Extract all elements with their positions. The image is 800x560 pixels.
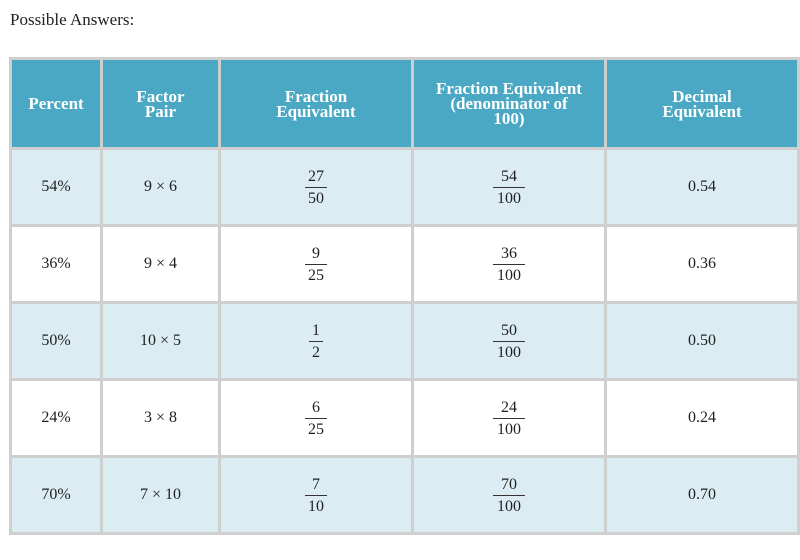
denominator: 25 bbox=[305, 417, 327, 439]
factor-pair-cell: 10 × 5 bbox=[100, 301, 221, 381]
numerator: 70 bbox=[501, 475, 517, 493]
caption: Possible Answers: bbox=[10, 10, 135, 29]
denominator: 100 bbox=[493, 186, 525, 208]
fraction-100-cell: 70 100 bbox=[411, 455, 607, 535]
col-header-fraction-100-line: (denominator of bbox=[450, 94, 568, 113]
denominator: 10 bbox=[305, 494, 327, 516]
decimal-cell: 0.50 bbox=[604, 301, 800, 381]
fraction: 1 2 bbox=[309, 321, 323, 362]
col-header-fraction-equivalent: Fraction Equivalent bbox=[218, 57, 414, 150]
fraction: 6 25 bbox=[305, 398, 327, 439]
denominator: 25 bbox=[305, 263, 327, 285]
header-row: Percent Factor Pair Fraction Equivalent … bbox=[9, 57, 800, 150]
col-header-factor-pair-line: Factor bbox=[136, 86, 185, 106]
fraction-100-cell: 24 100 bbox=[411, 378, 607, 458]
fraction: 7 10 bbox=[305, 475, 327, 516]
table-row: 50% 10 × 5 1 2 50 100 0.50 bbox=[9, 301, 800, 381]
fraction-100-cell: 50 100 bbox=[411, 301, 607, 381]
denominator: 100 bbox=[493, 494, 525, 516]
denominator: 100 bbox=[493, 340, 525, 362]
decimal-cell: 0.54 bbox=[604, 147, 800, 227]
denominator: 100 bbox=[493, 417, 525, 439]
col-header-fraction-line: Equivalent bbox=[276, 101, 356, 121]
fraction-cell: 1 2 bbox=[218, 301, 414, 381]
table-row: 54% 9 × 6 27 50 54 100 0.54 bbox=[9, 147, 800, 227]
fraction: 27 50 bbox=[305, 167, 327, 208]
fraction: 24 100 bbox=[493, 398, 525, 439]
numerator: 6 bbox=[312, 398, 320, 416]
percent-cell: 24% bbox=[9, 378, 103, 458]
fraction-100-cell: 36 100 bbox=[411, 224, 607, 304]
denominator: 100 bbox=[493, 263, 525, 285]
answers-table: Percent Factor Pair Fraction Equivalent … bbox=[9, 57, 800, 535]
factor-pair-cell: 3 × 8 bbox=[100, 378, 221, 458]
denominator: 2 bbox=[309, 340, 323, 362]
col-header-fraction-100-line: Fraction Equivalent bbox=[436, 79, 582, 98]
factor-pair-cell: 7 × 10 bbox=[100, 455, 221, 535]
fraction-cell: 27 50 bbox=[218, 147, 414, 227]
percent-cell: 70% bbox=[9, 455, 103, 535]
numerator: 24 bbox=[501, 398, 517, 416]
decimal-cell: 0.70 bbox=[604, 455, 800, 535]
percent-cell: 50% bbox=[9, 301, 103, 381]
fraction: 9 25 bbox=[305, 244, 327, 285]
numerator: 36 bbox=[501, 244, 517, 262]
factor-pair-cell: 9 × 6 bbox=[100, 147, 221, 227]
col-header-percent-line: Percent bbox=[28, 94, 84, 113]
factor-pair-cell: 9 × 4 bbox=[100, 224, 221, 304]
col-header-percent: Percent bbox=[9, 57, 103, 150]
fraction-100-cell: 54 100 bbox=[411, 147, 607, 227]
col-header-fraction-line: Fraction bbox=[284, 86, 348, 106]
denominator: 50 bbox=[305, 186, 327, 208]
col-header-fraction-100-line: 100) bbox=[493, 109, 525, 128]
percent-cell: 36% bbox=[9, 224, 103, 304]
col-header-decimal-equivalent: Decimal Equivalent bbox=[604, 57, 800, 150]
table-row: 70% 7 × 10 7 10 70 100 0.70 bbox=[9, 455, 800, 535]
fraction: 70 100 bbox=[493, 475, 525, 516]
table-row: 36% 9 × 4 9 25 36 100 0.36 bbox=[9, 224, 800, 304]
numerator: 7 bbox=[312, 475, 320, 493]
numerator: 27 bbox=[308, 167, 324, 185]
decimal-cell: 0.24 bbox=[604, 378, 800, 458]
col-header-factor-pair: Factor Pair bbox=[100, 57, 221, 150]
numerator: 50 bbox=[501, 321, 517, 339]
fraction-cell: 7 10 bbox=[218, 455, 414, 535]
percent-cell: 54% bbox=[9, 147, 103, 227]
col-header-decimal-line: Equivalent bbox=[662, 101, 742, 121]
fraction-cell: 9 25 bbox=[218, 224, 414, 304]
col-header-factor-pair-line: Pair bbox=[144, 101, 177, 121]
col-header-fraction-100: Fraction Equivalent (denominator of 100) bbox=[411, 57, 607, 150]
col-header-decimal-line: Decimal bbox=[672, 86, 732, 106]
decimal-cell: 0.36 bbox=[604, 224, 800, 304]
fraction-cell: 6 25 bbox=[218, 378, 414, 458]
fraction: 54 100 bbox=[493, 167, 525, 208]
numerator: 9 bbox=[312, 244, 320, 262]
fraction: 36 100 bbox=[493, 244, 525, 285]
table-row: 24% 3 × 8 6 25 24 100 0.24 bbox=[9, 378, 800, 458]
numerator: 54 bbox=[501, 167, 517, 185]
numerator: 1 bbox=[312, 321, 320, 339]
fraction: 50 100 bbox=[493, 321, 525, 362]
